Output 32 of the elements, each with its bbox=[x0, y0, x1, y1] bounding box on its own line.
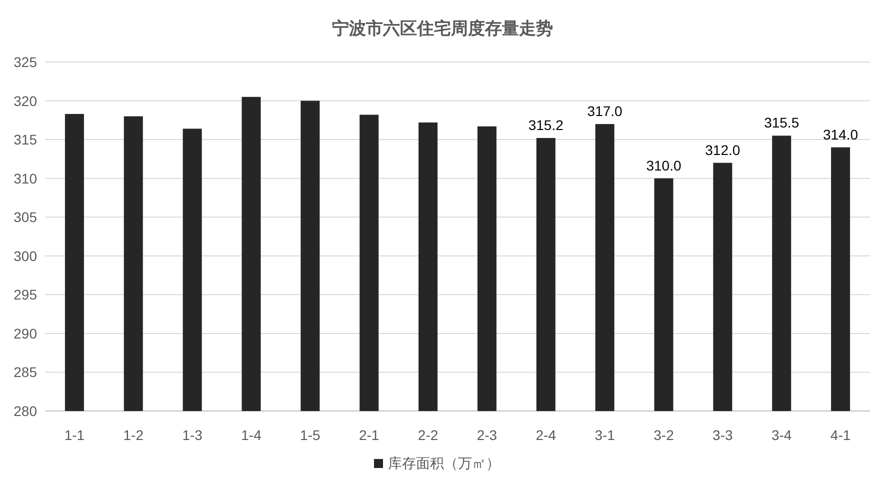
x-tick-label: 1-3 bbox=[182, 427, 203, 443]
x-tick-label: 3-4 bbox=[771, 427, 792, 443]
chart-title: 宁波市六区住宅周度存量走势 bbox=[332, 19, 553, 38]
x-tick-label: 1-5 bbox=[300, 427, 321, 443]
x-tick-label: 1-2 bbox=[123, 427, 144, 443]
x-tick-label: 1-4 bbox=[241, 427, 262, 443]
x-tick-label: 2-1 bbox=[358, 427, 380, 443]
data-label: 312.0 bbox=[705, 142, 740, 158]
y-tick-label: 285 bbox=[14, 364, 38, 380]
y-tick-label: 290 bbox=[14, 325, 38, 342]
y-tick-label: 295 bbox=[14, 286, 38, 303]
y-tick-label: 305 bbox=[14, 209, 38, 226]
data-label: 315.2 bbox=[528, 117, 564, 134]
x-tick-label: 3-2 bbox=[654, 427, 674, 443]
x-tick-label: 1-1 bbox=[64, 427, 85, 443]
y-tick-label: 325 bbox=[14, 54, 38, 70]
x-tick-label: 2-2 bbox=[418, 427, 438, 443]
data-label: 315.5 bbox=[764, 114, 800, 131]
x-tick-label: 2-3 bbox=[476, 427, 498, 443]
y-tick-label: 320 bbox=[14, 92, 38, 109]
y-tick-label: 315 bbox=[14, 132, 38, 148]
y-tick-label: 310 bbox=[14, 170, 38, 186]
y-tick-label: 300 bbox=[14, 248, 38, 264]
y-tick-label: 280 bbox=[14, 403, 38, 419]
x-tick-label: 3-1 bbox=[594, 427, 616, 443]
legend-label: 库存面积（万㎡） bbox=[388, 455, 500, 471]
x-tick-label: 2-4 bbox=[536, 427, 556, 443]
x-tick-label: 4-1 bbox=[830, 427, 851, 443]
x-tick-label: 3-3 bbox=[712, 427, 734, 443]
data-label: 314.0 bbox=[823, 126, 858, 142]
data-label: 310.0 bbox=[646, 157, 682, 174]
data-label: 317.0 bbox=[587, 103, 623, 120]
